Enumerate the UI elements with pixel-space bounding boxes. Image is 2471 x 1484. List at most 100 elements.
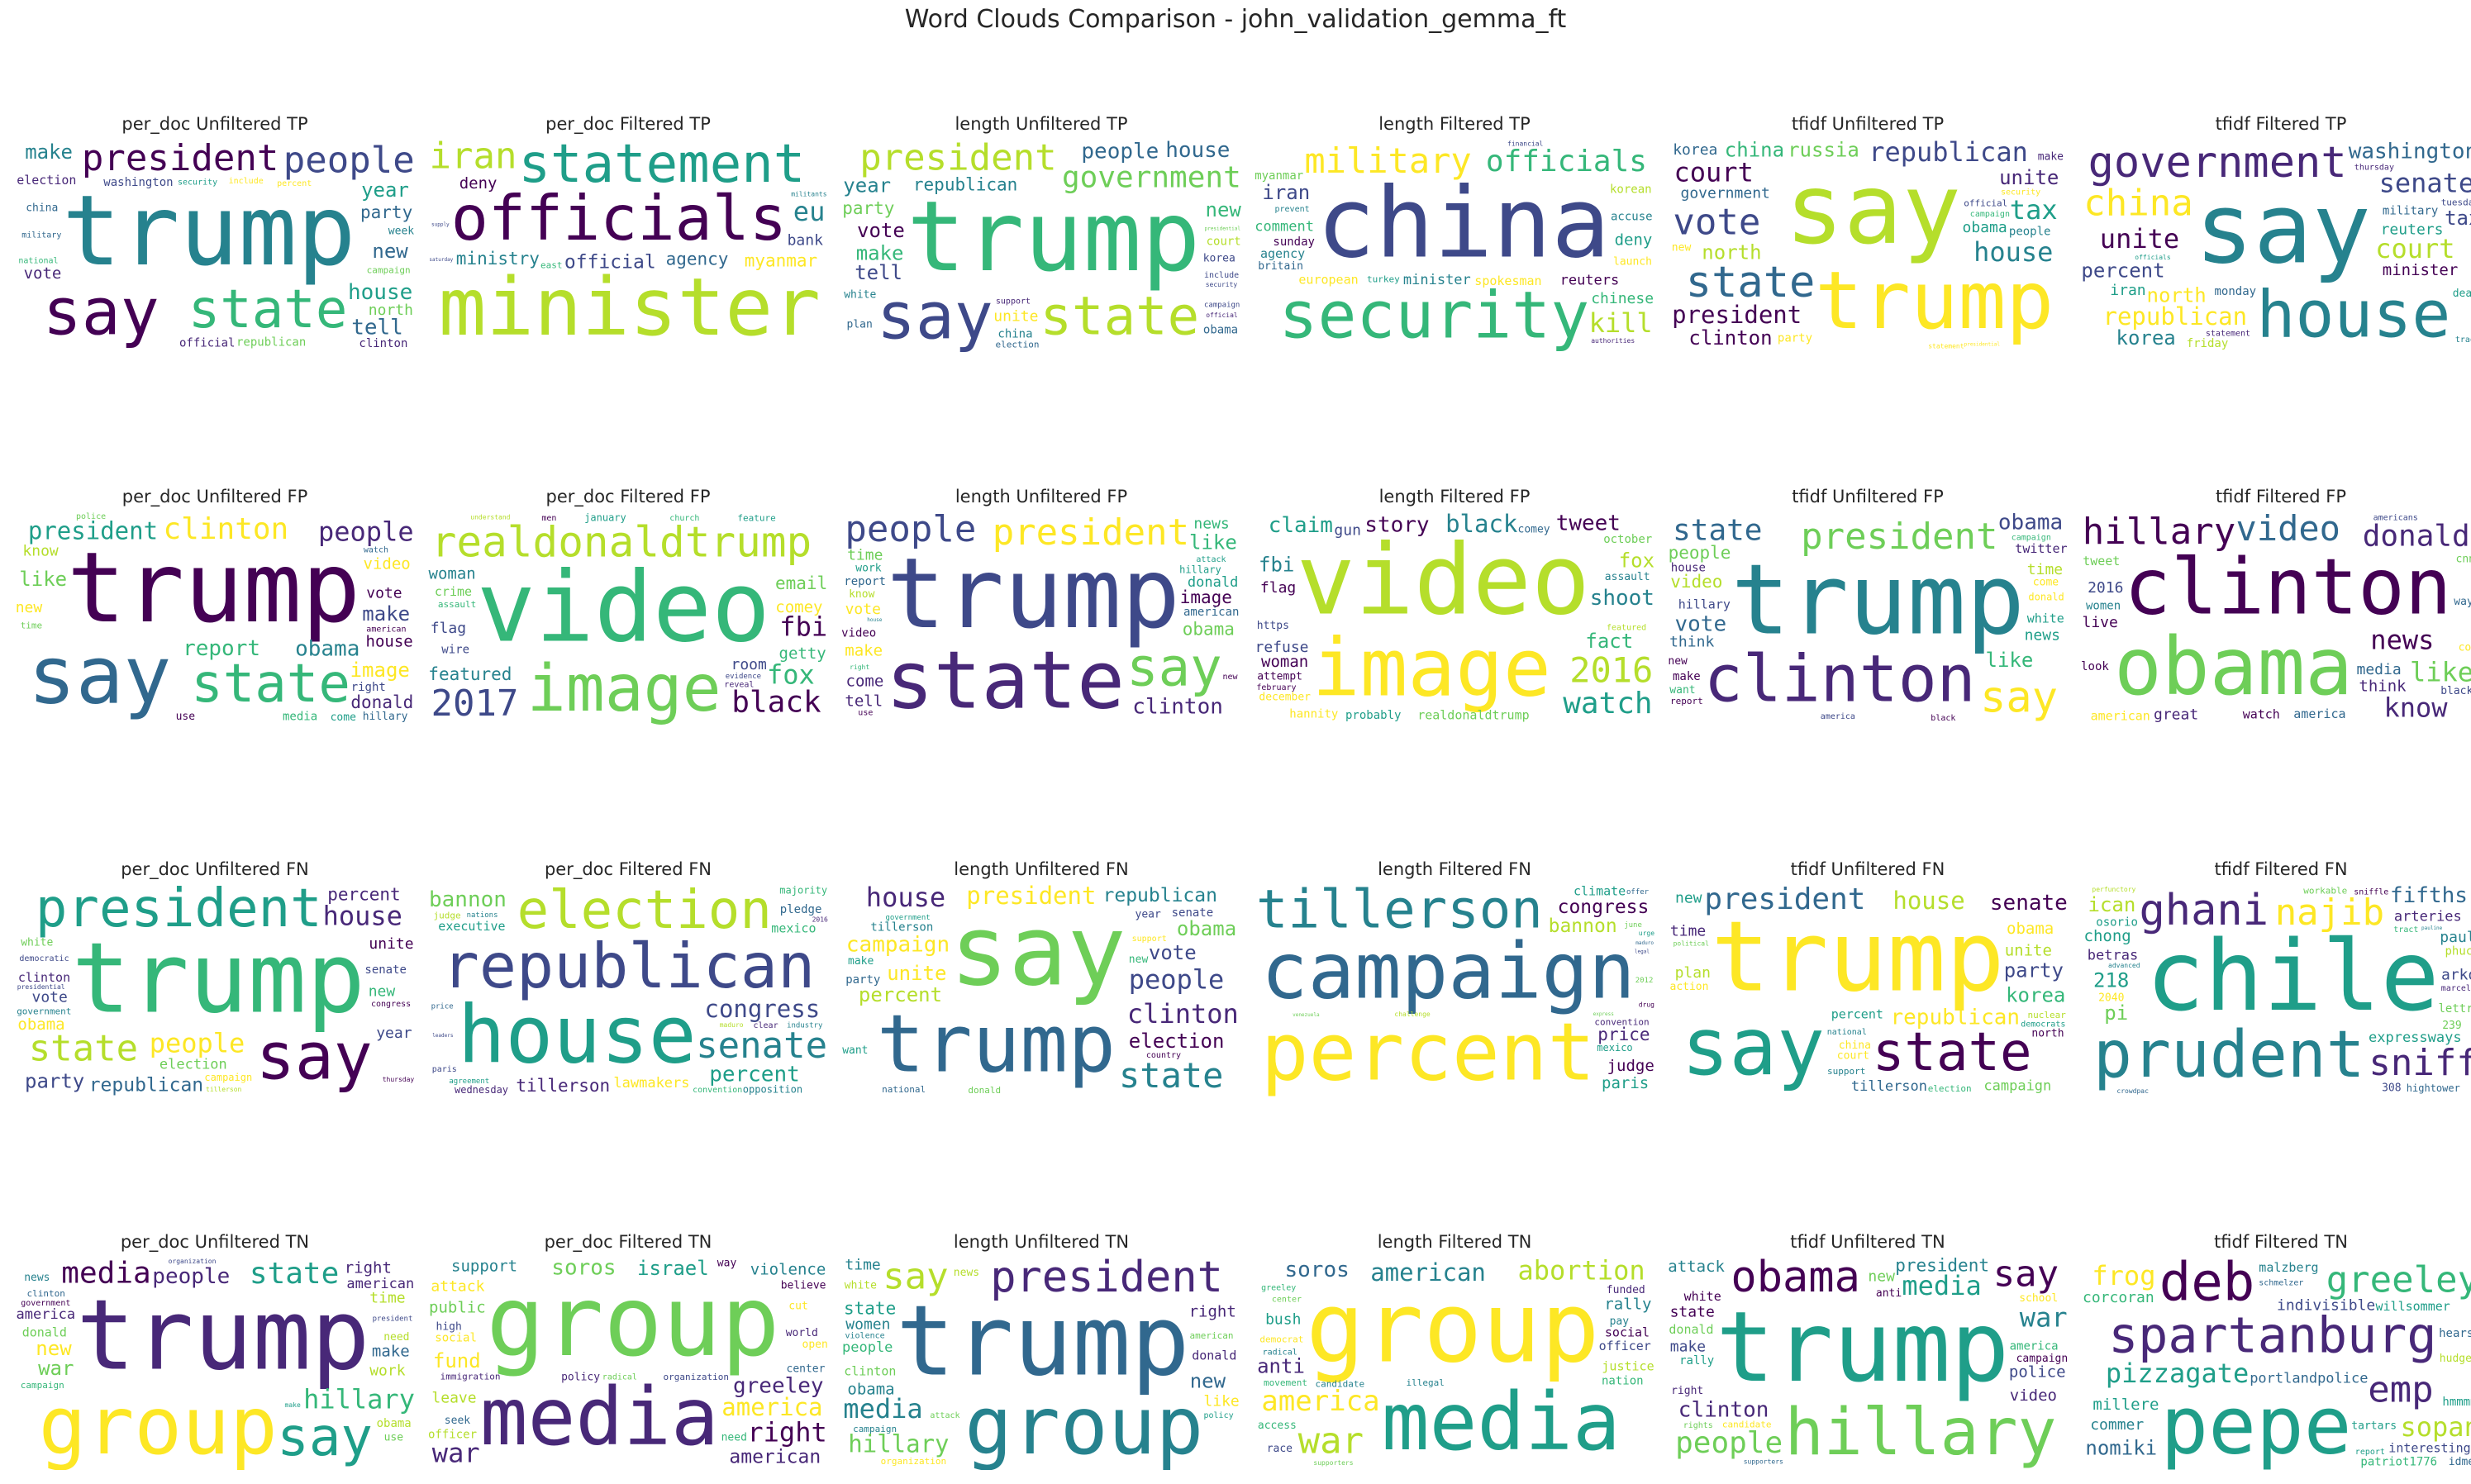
cloud-word: unite xyxy=(993,308,1038,326)
cloud-word: right xyxy=(747,1416,826,1448)
cloud-word: group xyxy=(964,1380,1203,1470)
cloud-word: right xyxy=(1189,1303,1236,1321)
cloud-word: house xyxy=(348,280,412,305)
cloud-word: chong xyxy=(2084,927,2131,945)
cloud-word: way xyxy=(2454,596,2471,608)
cloud-word: bush xyxy=(1265,1310,1301,1328)
cloud-word: right xyxy=(1671,1385,1703,1397)
cloud-word: democratic xyxy=(19,954,69,963)
cloud-word: vote xyxy=(845,601,881,618)
cloud-word: willsommer xyxy=(2376,1299,2450,1314)
cloud-word: seek xyxy=(445,1415,470,1427)
cloud-word: president xyxy=(993,511,1189,554)
cloud-word: supporters xyxy=(1744,1458,1783,1466)
cloud-word: trump xyxy=(62,174,355,288)
cloud-word: december xyxy=(1259,692,1311,704)
cloud-word: image xyxy=(1312,621,1551,714)
cloud-word: 2016 xyxy=(1569,649,1653,690)
cloud-word: women xyxy=(845,1316,890,1334)
word-cloud: video image 2016 black watch claim tweet story s… xyxy=(1252,510,1657,725)
cloud-word: vote xyxy=(24,264,62,283)
cloud-word: people xyxy=(1129,964,1225,996)
cloud-word: republican xyxy=(1869,137,2028,168)
word-cloud: trump group say media state hillary people amer… xyxy=(12,1255,417,1470)
cloud-word: media xyxy=(480,1371,719,1463)
cloud-word: leave xyxy=(431,1390,476,1407)
cloud-word: american xyxy=(366,625,406,634)
cloud-word: make xyxy=(1673,670,1701,683)
cloud-word: say xyxy=(43,276,159,350)
cloud-word: hillary xyxy=(303,1383,415,1415)
cloud-word: tartars xyxy=(2351,1420,2397,1433)
cloud-word: price xyxy=(431,1003,454,1011)
cloud-word: state xyxy=(1670,1304,1715,1321)
cloud-word: tweet xyxy=(2083,554,2120,568)
cloud-word: pizzagate xyxy=(2106,1358,2249,1389)
cloud-word: great xyxy=(2154,706,2198,724)
cloud-word: com xyxy=(2459,642,2471,654)
cloud-word: authorities xyxy=(1591,337,1635,345)
cloud-word: vote xyxy=(1673,202,1760,244)
cloud-word: house xyxy=(1165,138,1230,163)
cloud-word: use xyxy=(176,711,196,723)
cloud-word: offer xyxy=(1626,888,1650,897)
cloud-word: percent xyxy=(2081,259,2164,283)
cloud-word: violence xyxy=(750,1261,826,1279)
cloud-word: party xyxy=(845,973,880,987)
cloud-word: like xyxy=(1189,531,1237,554)
cloud-word: tax xyxy=(2010,194,2058,226)
cloud-word: house xyxy=(366,633,413,651)
cloud-word: democrats xyxy=(2021,1020,2065,1030)
cloud-word: obama xyxy=(1203,323,1238,336)
word-cloud: group media america american war abortion soro… xyxy=(1252,1255,1657,1470)
cloud-word: minister xyxy=(439,261,821,352)
cloud-word: make xyxy=(1670,1339,1706,1356)
cloud-word: america xyxy=(2293,706,2345,721)
cloud-word: republican xyxy=(442,930,816,1002)
panel-title: per_doc Unfiltered TP xyxy=(121,114,308,134)
cloud-word: new xyxy=(1190,1370,1226,1393)
cloud-word: organization xyxy=(169,1258,217,1265)
cloud-word: congress xyxy=(705,995,821,1023)
cloud-word: come xyxy=(2033,576,2059,588)
cloud-word: accuse xyxy=(1611,211,1653,224)
cloud-word: statement xyxy=(1928,342,1964,350)
cloud-word: tillerson xyxy=(1256,882,1543,941)
cloud-word: leaders xyxy=(432,1033,454,1039)
cloud-word: organization xyxy=(664,1372,729,1382)
cloud-word: room xyxy=(731,656,767,673)
panel-title: length Filtered FP xyxy=(1378,487,1531,507)
cloud-word: nomiki xyxy=(2085,1437,2157,1460)
cloud-word: patriot1776 xyxy=(2360,1456,2437,1469)
cloud-word: senate xyxy=(696,1025,827,1067)
cloud-word: congress xyxy=(371,1000,411,1009)
cloud-word: party xyxy=(842,198,894,218)
cloud-word: iran xyxy=(2110,282,2145,299)
cloud-word: national xyxy=(1827,1028,1867,1037)
cloud-word: clinton xyxy=(2124,543,2451,633)
cloud-word: korea xyxy=(1203,252,1236,264)
cloud-word: official xyxy=(1964,198,2007,209)
cloud-word: security xyxy=(2001,188,2040,197)
cloud-word: video xyxy=(1670,572,1722,592)
panel-title: length Unfiltered FP xyxy=(955,487,1128,507)
cloud-word: say xyxy=(277,1407,373,1468)
cloud-word: party xyxy=(25,1070,84,1093)
cloud-word: minister xyxy=(2383,261,2459,279)
cloud-word: war xyxy=(1298,1420,1364,1463)
cloud-word: clinton xyxy=(27,1288,65,1299)
cloud-word: campaign xyxy=(1970,210,2010,219)
cloud-word: featured xyxy=(428,664,512,684)
cloud-word: work xyxy=(369,1363,406,1380)
cloud-word: pi xyxy=(2104,1001,2128,1025)
cloud-word: clinton xyxy=(1704,643,1976,717)
cloud-word: policy xyxy=(1204,1411,1234,1420)
